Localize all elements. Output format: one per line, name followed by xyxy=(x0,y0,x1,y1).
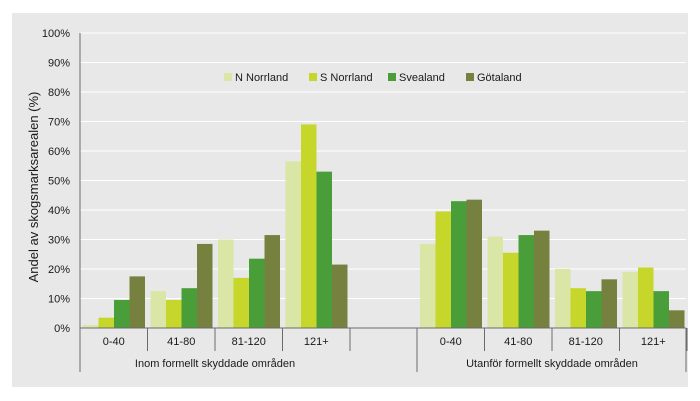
y-tick-label: 90% xyxy=(48,58,70,70)
bar xyxy=(83,325,99,328)
x-tick-label: 41-80 xyxy=(167,336,195,348)
legend-label: Svealand xyxy=(399,72,445,84)
y-tick-label: 30% xyxy=(48,235,70,247)
group-label: Inom formellt skyddade områden xyxy=(135,358,295,370)
x-tick-label: 121+ xyxy=(641,336,666,348)
bar xyxy=(114,299,130,328)
legend-label: S Norrland xyxy=(320,72,373,84)
bar xyxy=(435,211,451,328)
bars xyxy=(83,124,685,328)
group-labels: Inom formellt skyddade områden Utanför fo… xyxy=(135,358,638,370)
legend-swatch xyxy=(309,73,317,81)
bar xyxy=(487,236,503,328)
bar xyxy=(332,264,348,328)
y-tick-label: 10% xyxy=(48,294,70,306)
x-tick-label: 81-120 xyxy=(232,336,266,348)
bar xyxy=(466,199,482,328)
bar xyxy=(301,124,317,328)
bar xyxy=(503,252,519,328)
bar xyxy=(570,288,586,328)
legend-label: Götaland xyxy=(477,72,522,84)
bar xyxy=(181,288,197,328)
bar xyxy=(622,271,638,328)
bar xyxy=(233,277,249,328)
y-tick-label: 80% xyxy=(48,87,70,99)
y-tick-label: 0% xyxy=(54,323,70,335)
bar xyxy=(285,161,301,328)
bar xyxy=(555,269,571,328)
bar xyxy=(249,258,265,328)
y-tick-label: 20% xyxy=(48,264,70,276)
y-tick-label: 50% xyxy=(48,176,70,188)
x-tick-label: 81-120 xyxy=(569,336,603,348)
y-tick-label: 60% xyxy=(48,146,70,158)
y-tick-label: 70% xyxy=(48,117,70,129)
bar xyxy=(150,291,166,328)
bar xyxy=(638,267,654,328)
legend-swatch xyxy=(466,73,474,81)
bar xyxy=(653,291,669,328)
bar xyxy=(420,243,436,328)
axes xyxy=(79,33,688,372)
bar xyxy=(218,239,234,328)
bar xyxy=(98,317,114,328)
bar xyxy=(197,243,213,328)
legend-swatch xyxy=(224,73,232,81)
legend-label: N Norrland xyxy=(235,72,288,84)
bar xyxy=(586,291,602,328)
y-tick-label: 100% xyxy=(42,28,70,40)
x-tick-labels: 0-40 41-80 81-120 121+ 0-40 41-80 81-120 121+ xyxy=(103,336,666,348)
bar xyxy=(264,235,280,328)
bar xyxy=(316,171,332,328)
bar xyxy=(601,279,617,328)
x-tick-label: 0-40 xyxy=(103,336,125,348)
bar xyxy=(669,310,685,328)
bar xyxy=(129,276,145,328)
group-label: Utanför formellt skyddade områden xyxy=(466,358,638,370)
bar xyxy=(534,230,550,328)
bar xyxy=(166,299,182,328)
gridlines xyxy=(80,32,686,299)
x-tick-label: 41-80 xyxy=(504,336,532,348)
y-axis-label: Andel av skogsmarksarealen (%) xyxy=(26,92,41,283)
legend-swatch xyxy=(388,73,396,81)
bar xyxy=(451,201,467,328)
x-tick-label: 121+ xyxy=(304,336,329,348)
x-tick-label: 0-40 xyxy=(440,336,462,348)
y-tick-label: 40% xyxy=(48,205,70,217)
bar xyxy=(518,235,534,328)
legend: N Norrland S Norrland Svealand Götaland xyxy=(224,72,522,84)
y-tick-labels: 0% 10% 20% 30% 40% 50% 60% 70% 80% 90% 100% xyxy=(42,28,70,335)
